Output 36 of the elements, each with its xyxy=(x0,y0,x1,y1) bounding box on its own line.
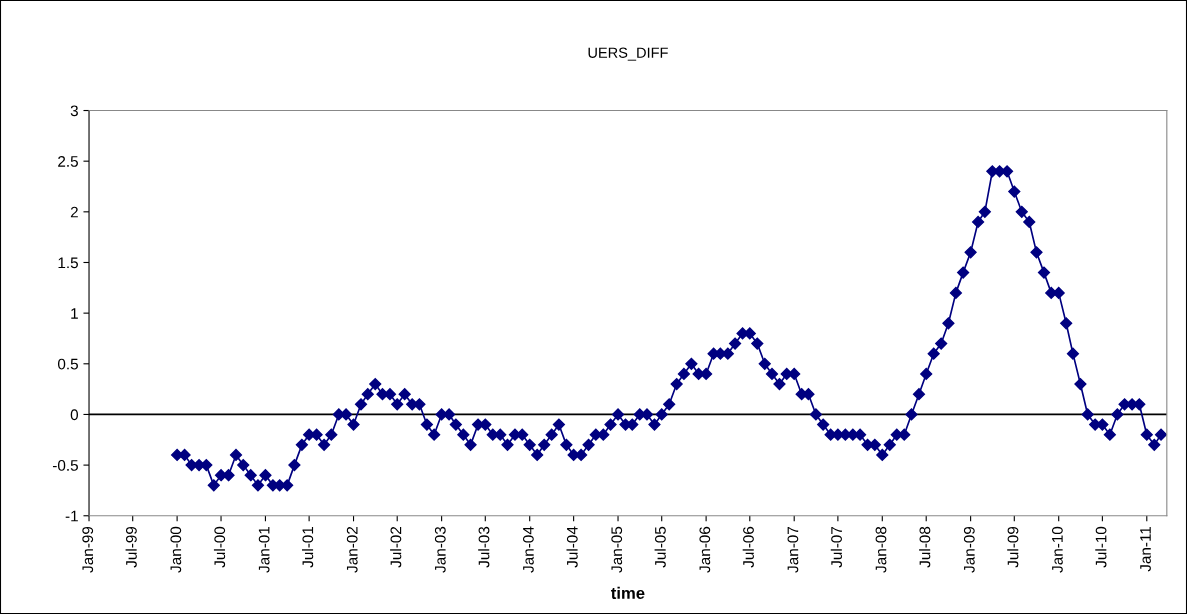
y-tick-label: 1 xyxy=(71,308,78,319)
x-tick-label: Jan-00 xyxy=(170,526,182,573)
x-tick-label: Jan-05 xyxy=(611,526,623,573)
y-tick-label: 3 xyxy=(70,105,78,117)
chart-title: UERS_DIFF xyxy=(588,47,668,61)
x-tick-label: Jul-09 xyxy=(1007,526,1019,568)
y-tick-label: -1 xyxy=(65,510,78,522)
y-tick-label: 2 xyxy=(70,206,78,218)
x-axis-title: time xyxy=(610,586,645,600)
x-tick-label: Jan-03 xyxy=(434,526,446,573)
x-tick-label: Jan-04 xyxy=(522,526,534,573)
x-tick-label: Jul-05 xyxy=(654,526,666,568)
x-tick-label: Jul-02 xyxy=(390,526,402,568)
x-tick-label: Jul-08 xyxy=(919,526,931,568)
x-tick-label: Jul-00 xyxy=(213,526,226,568)
x-tick-label: Jul-01 xyxy=(302,526,314,568)
x-tick-label: Jan-99 xyxy=(82,526,94,573)
x-tick-label: Jan-07 xyxy=(787,526,799,573)
x-tick-label: Jan-06 xyxy=(699,526,711,573)
x-tick-label: Jan-01 xyxy=(258,526,270,573)
y-tick-label: 2.5 xyxy=(58,156,78,167)
x-tick-label: Jul-07 xyxy=(830,526,842,568)
x-tick-label: Jan-10 xyxy=(1051,526,1063,573)
x-tick-label: Jan-08 xyxy=(875,526,887,573)
x-tick-label: Jul-04 xyxy=(566,526,578,568)
x-tick-label: Jul-03 xyxy=(478,526,490,568)
y-tick-label: 0.5 xyxy=(57,358,78,370)
x-tick-label: Jan-09 xyxy=(963,526,975,573)
x-tick-label: Jul-10 xyxy=(1095,526,1107,568)
y-tick-label: 1.5 xyxy=(58,257,78,269)
y-tick-label: 0 xyxy=(70,409,79,421)
x-tick-label: Jan-11 xyxy=(1140,526,1151,572)
y-tick-label: -0.5 xyxy=(52,459,78,471)
x-tick-label: Jul-99 xyxy=(125,526,137,568)
x-tick-label: Jul-06 xyxy=(742,526,754,568)
x-tick-label: Jan-02 xyxy=(346,526,358,573)
